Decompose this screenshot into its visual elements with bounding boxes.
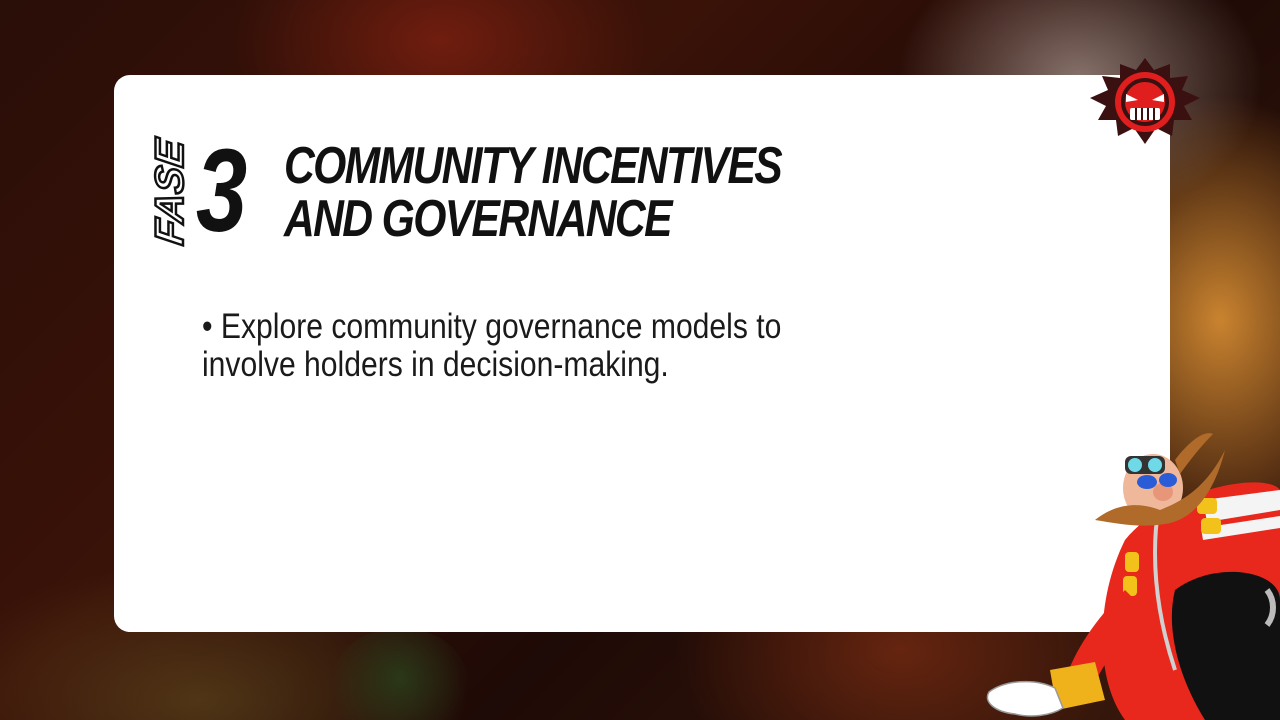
mustached-scientist-character-illustration [986, 433, 1280, 720]
phase-description: • Explore community governance models to… [202, 307, 782, 384]
phase-title-line-1: COMMUNITY INCENTIVES [284, 137, 783, 195]
phase-number: 3 [196, 125, 247, 257]
phase-prefix-text: FASE [147, 135, 194, 248]
background-blur-shape [330, 630, 470, 720]
phase-prefix-label: FASE [145, 135, 195, 248]
phase-title-line-2: AND GOVERNANCE [284, 190, 673, 248]
content-card [114, 75, 1170, 632]
phase-title: COMMUNITY INCENTIVES AND GOVERNANCE [284, 137, 783, 248]
robot-face-logo-icon [1090, 58, 1200, 144]
